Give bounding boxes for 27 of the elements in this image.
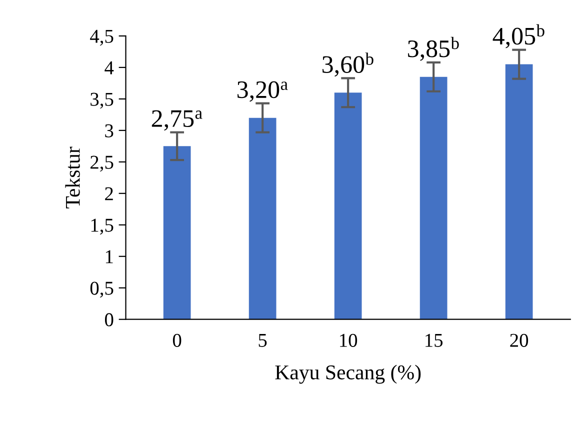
y-tick-label: 3	[105, 124, 114, 138]
x-tick-label: 10	[340, 334, 358, 347]
bar	[248, 118, 276, 320]
y-tick-label: 1,5	[91, 218, 114, 235]
x-tick-label: 5	[258, 334, 267, 347]
y-tick-label: 1	[106, 250, 113, 264]
y-tick-label: 2,5	[90, 156, 114, 172]
data-label: 3,85$^{b}$	[408, 36, 459, 61]
y-tick-label: 3,5	[90, 92, 114, 109]
y-tick-label: 0	[104, 313, 114, 326]
y-tick-label: 2	[105, 187, 113, 200]
y-axis-title: Tekstur	[65, 146, 80, 208]
x-tick-label: 20	[510, 334, 528, 347]
data-label: 3,60$^{b}$	[322, 52, 374, 77]
x-tick-label: 0	[172, 334, 182, 347]
bar	[505, 64, 533, 320]
x-axis-title: Kayu Secang (%)	[275, 364, 421, 384]
data-label: 3,20$^{a}$	[238, 81, 288, 102]
data-label: 2,75$^{a}$	[152, 110, 202, 131]
y-tick-label: 0,5	[90, 282, 114, 298]
data-label: 4,05$^{b}$	[492, 24, 544, 48]
bar	[163, 146, 191, 320]
bar	[334, 92, 362, 320]
y-tick-label: 4,5	[90, 30, 114, 46]
x-tick-label: 15	[426, 334, 443, 347]
bar	[420, 76, 448, 320]
y-tick-label: 4	[104, 61, 114, 74]
